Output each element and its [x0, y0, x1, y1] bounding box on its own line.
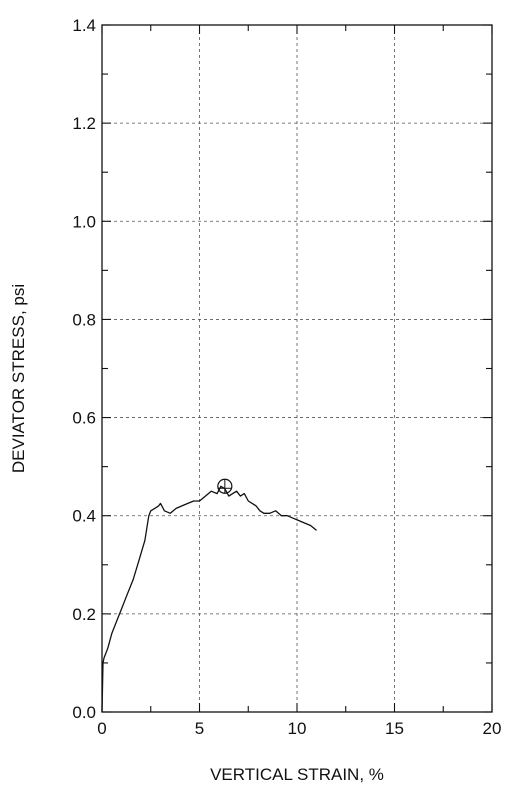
y-tick-label: 0.4: [72, 507, 96, 526]
series-line: [101, 485, 317, 713]
x-tick-label: 0: [97, 719, 106, 738]
y-axis-title: DEVIATOR STRESS, psi: [9, 284, 28, 473]
x-tick-label: 5: [195, 719, 204, 738]
x-tick-label: 15: [385, 719, 404, 738]
data-series: [101, 485, 317, 713]
x-tick-label: 10: [288, 719, 307, 738]
grid-lines: [102, 25, 492, 712]
x-tick-label: 20: [483, 719, 502, 738]
y-tick-label: 0.2: [72, 605, 96, 624]
y-tick-label: 1.4: [72, 16, 96, 35]
y-tick-label: 0.6: [72, 409, 96, 428]
axis-ticks: [101, 24, 493, 713]
y-tick-label: 1.2: [72, 114, 96, 133]
y-tick-label: 1.0: [72, 212, 96, 231]
tick-labels: 0 5 10 15 20 0.0 0.2 0.4 0.6 0.8 1.0 1.2 1.4: [72, 16, 501, 738]
y-tick-label: 0.8: [72, 310, 96, 329]
x-axis-title: VERTICAL STRAIN, %: [210, 765, 384, 784]
y-tick-label: 0.0: [72, 703, 96, 722]
peak-marker: [217, 478, 233, 494]
